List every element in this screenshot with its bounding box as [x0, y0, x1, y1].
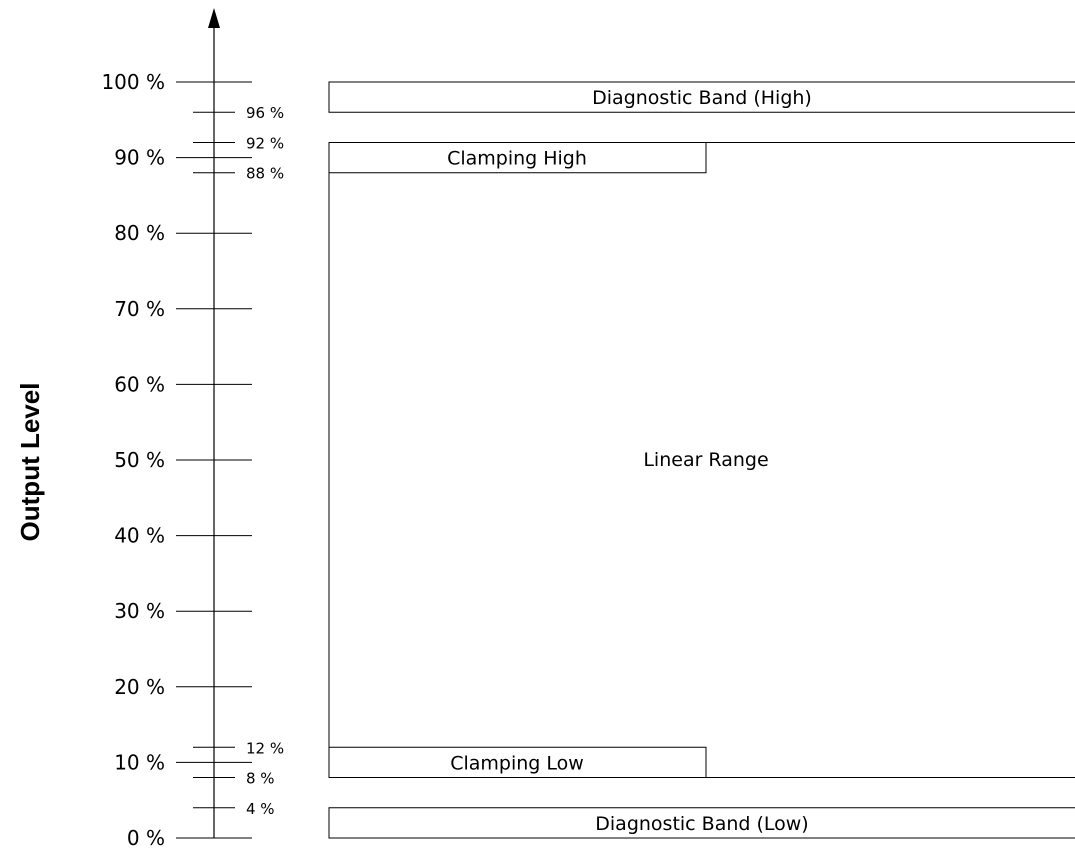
major-tick-label: 40 %	[114, 524, 165, 548]
clamping-low-box	[328, 746, 707, 779]
axis-title: Output Level	[15, 382, 45, 542]
major-tick-label: 60 %	[114, 372, 165, 396]
minor-tick-label: 12 %	[246, 739, 284, 757]
minor-tick-label: 8 %	[246, 770, 275, 788]
major-tick-label: 50 %	[114, 448, 165, 472]
minor-tick-label: 92 %	[246, 134, 284, 152]
bands: Diagnostic Band (High) Clamping High Lin…	[328, 81, 1075, 839]
linear-range-label: Linear Range	[643, 449, 768, 471]
axis-ticks: 0 % 10 % 20 % 30 % 40 % 50 % 60 % 70 % 80 % 90 % 1…	[101, 70, 284, 850]
diagnostic-band-high	[328, 81, 1075, 113]
clamping-low-label: Clamping Low	[450, 752, 584, 774]
major-tick-label: 0 %	[127, 826, 165, 850]
major-tick-label: 20 %	[114, 675, 165, 699]
diagnostic-band-low	[328, 807, 1075, 839]
minor-tick-label: 96 %	[246, 104, 284, 122]
major-tick-label: 80 %	[114, 221, 165, 245]
major-tick-label: 30 %	[114, 599, 165, 623]
major-tick-label: 70 %	[114, 297, 165, 321]
vertical-axis	[208, 8, 220, 838]
clamping-high-label: Clamping High	[447, 148, 587, 170]
minor-tick-label: 88 %	[246, 165, 284, 183]
major-tick-label: 10 %	[114, 750, 165, 774]
arrow-up-icon	[208, 8, 220, 28]
diagnostic-band-low-label: Diagnostic Band (Low)	[595, 813, 808, 835]
major-tick-label: 100 %	[101, 70, 165, 94]
minor-tick-label: 4 %	[246, 800, 275, 818]
major-tick-label: 90 %	[114, 146, 165, 170]
diagnostic-band-high-label: Diagnostic Band (High)	[592, 87, 812, 109]
